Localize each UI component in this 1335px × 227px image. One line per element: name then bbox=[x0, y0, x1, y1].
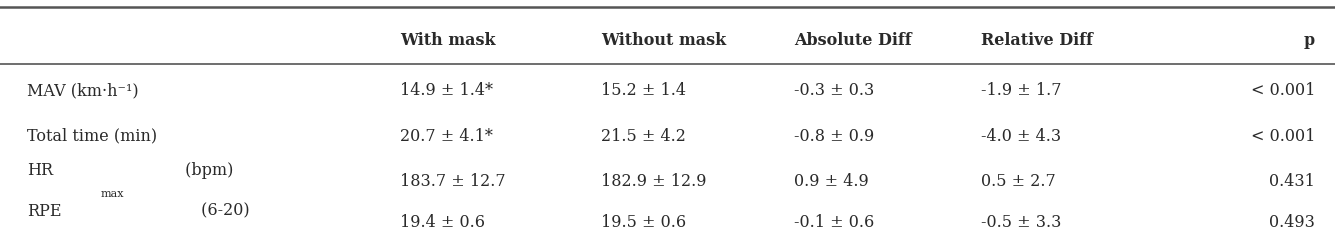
Text: 0.9 ± 4.9: 0.9 ± 4.9 bbox=[794, 173, 869, 190]
Text: < 0.001: < 0.001 bbox=[1251, 82, 1315, 99]
Text: Absolute Diff: Absolute Diff bbox=[794, 32, 912, 49]
Text: 15.2 ± 1.4: 15.2 ± 1.4 bbox=[601, 82, 686, 99]
Text: 19.4 ± 0.6: 19.4 ± 0.6 bbox=[400, 214, 486, 227]
Text: Relative Diff: Relative Diff bbox=[981, 32, 1093, 49]
Text: 0.431: 0.431 bbox=[1270, 173, 1315, 190]
Text: -0.1 ± 0.6: -0.1 ± 0.6 bbox=[794, 214, 874, 227]
Text: < 0.001: < 0.001 bbox=[1251, 128, 1315, 145]
Text: 182.9 ± 12.9: 182.9 ± 12.9 bbox=[601, 173, 706, 190]
Text: p: p bbox=[1304, 32, 1315, 49]
Text: -4.0 ± 4.3: -4.0 ± 4.3 bbox=[981, 128, 1061, 145]
Text: RPE: RPE bbox=[27, 203, 61, 220]
Text: -0.3 ± 0.3: -0.3 ± 0.3 bbox=[794, 82, 874, 99]
Text: -1.9 ± 1.7: -1.9 ± 1.7 bbox=[981, 82, 1061, 99]
Text: max: max bbox=[100, 190, 124, 200]
Text: With mask: With mask bbox=[400, 32, 497, 49]
Text: (6-20): (6-20) bbox=[196, 203, 250, 220]
Text: -0.8 ± 0.9: -0.8 ± 0.9 bbox=[794, 128, 874, 145]
Text: (bpm): (bpm) bbox=[180, 162, 234, 179]
Text: 19.5 ± 0.6: 19.5 ± 0.6 bbox=[601, 214, 686, 227]
Text: Total time (min): Total time (min) bbox=[27, 128, 156, 145]
Text: 20.7 ± 4.1*: 20.7 ± 4.1* bbox=[400, 128, 494, 145]
Text: 14.9 ± 1.4*: 14.9 ± 1.4* bbox=[400, 82, 494, 99]
Text: HR: HR bbox=[27, 162, 53, 179]
Text: MAV (km·h⁻¹): MAV (km·h⁻¹) bbox=[27, 82, 139, 99]
Text: Without mask: Without mask bbox=[601, 32, 726, 49]
Text: 21.5 ± 4.2: 21.5 ± 4.2 bbox=[601, 128, 686, 145]
Text: 183.7 ± 12.7: 183.7 ± 12.7 bbox=[400, 173, 506, 190]
Text: -0.5 ± 3.3: -0.5 ± 3.3 bbox=[981, 214, 1061, 227]
Text: 0.493: 0.493 bbox=[1270, 214, 1315, 227]
Text: 0.5 ± 2.7: 0.5 ± 2.7 bbox=[981, 173, 1056, 190]
